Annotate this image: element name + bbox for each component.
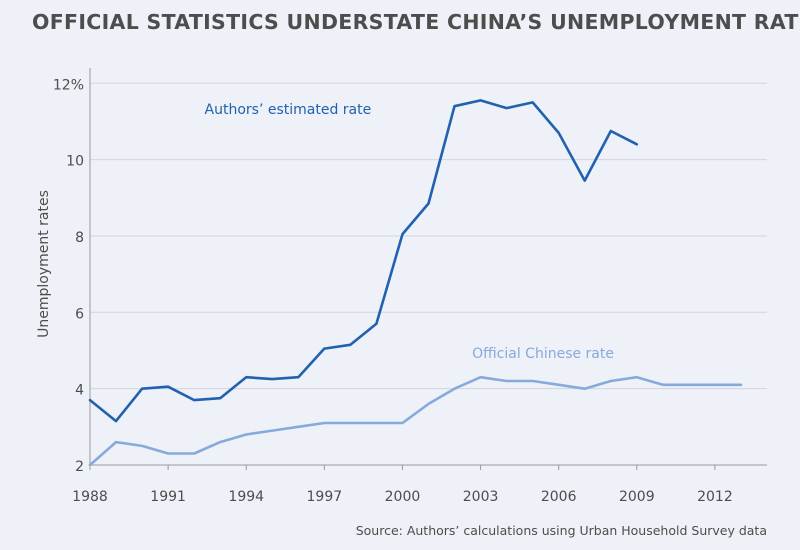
series-lines: [88, 99, 743, 467]
series-line-official: [88, 375, 743, 467]
y-tick-label: 10: [66, 154, 84, 170]
x-tick-label: 1997: [307, 489, 343, 505]
y-tick-label: 12%: [53, 77, 84, 93]
y-tick-label: 2: [75, 459, 84, 475]
x-tick-label: 1988: [72, 489, 108, 505]
series-label: Authors’ estimated rate: [205, 102, 372, 118]
axes: 2 4 6 8 10 12% 1988 1991 1994 1997 2000 2003 2006 200…: [53, 68, 767, 505]
x-tick-label: 2006: [541, 489, 577, 505]
x-tick-label: 2003: [463, 489, 499, 505]
x-tick-label: 1991: [150, 489, 186, 505]
series-labels: Authors’ estimated rate Official Chinese …: [205, 102, 614, 362]
y-tick-label: 4: [75, 383, 84, 399]
x-tick-label: 1994: [228, 489, 264, 505]
chart-title: OFFICIAL STATISTICS UNDERSTATE CHINA’S U…: [32, 10, 800, 34]
y-tick-label: 8: [75, 230, 84, 246]
y-axis-label: Unemployment rates: [36, 190, 52, 338]
gridlines: [90, 82, 767, 390]
x-tick-label: 2009: [619, 489, 655, 505]
x-tick-label: 2012: [697, 489, 733, 505]
series-line-authors-estimated: [88, 99, 639, 423]
y-tick-label: 6: [75, 306, 84, 322]
x-tick-label: 2000: [385, 489, 421, 505]
source-note: Source: Authors’ calculations using Urba…: [355, 523, 767, 538]
series-label: Official Chinese rate: [472, 346, 614, 362]
